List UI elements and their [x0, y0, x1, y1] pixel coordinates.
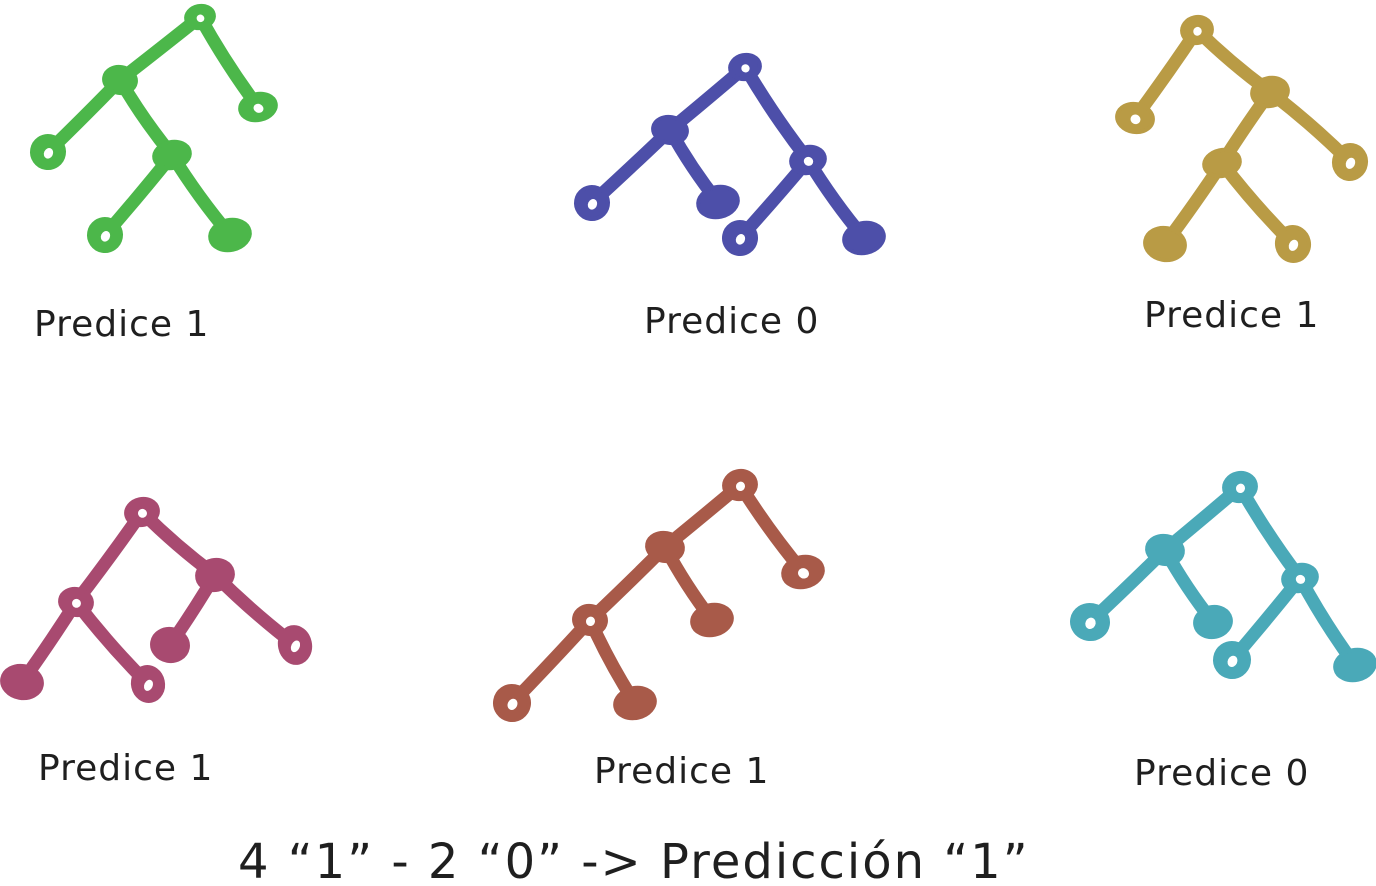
- tree-2-node: [574, 185, 610, 221]
- tree-2-node: [728, 52, 762, 82]
- tree-4-node: [150, 626, 190, 664]
- tree-5-node: [493, 684, 531, 722]
- tree-2-node: [651, 114, 689, 146]
- tree-1-nodes: [30, 3, 278, 253]
- tree-5-nodes: [493, 468, 825, 722]
- tree-6-node: [1145, 533, 1185, 567]
- tree-1: Predice 1: [30, 3, 278, 345]
- tree-5-node: [781, 554, 825, 590]
- tree-1-edge: [193, 10, 265, 114]
- tree-3-node: [1115, 101, 1155, 135]
- tree-6-edge: [1233, 480, 1307, 585]
- tree-3-node: [1143, 225, 1187, 263]
- tree-3-node: [1250, 75, 1290, 109]
- tree-6-node: [1193, 604, 1233, 640]
- tree-6: Predice 0: [1070, 470, 1376, 794]
- tree-1-edges: [41, 10, 265, 242]
- tree-1-node: [87, 217, 123, 253]
- tree-2-nodes: [574, 52, 886, 256]
- tree-3-node: [1202, 147, 1242, 179]
- tree-2-node: [842, 220, 886, 256]
- tree-2-prediction-label: Predice 0: [644, 301, 819, 342]
- tree-3-node: [1274, 225, 1312, 263]
- tree-6-node: [1281, 562, 1319, 594]
- tree-5-node: [572, 603, 608, 637]
- tree-2: Predice 0: [574, 52, 886, 342]
- tree-4-node: [58, 586, 94, 618]
- tree-1-node: [184, 3, 216, 31]
- tree-3: Predice 1: [1115, 14, 1369, 336]
- tree-5-node: [722, 468, 758, 502]
- tree-4-node: [0, 663, 44, 701]
- tree-1-node: [238, 91, 278, 123]
- tree-6-node: [1213, 641, 1251, 679]
- tree-3-node: [1180, 14, 1214, 46]
- tree-6-nodes: [1070, 470, 1376, 683]
- tree-3-node: [1331, 143, 1369, 181]
- tree-3-nodes: [1115, 14, 1369, 263]
- tree-2-node: [722, 220, 758, 256]
- tree-4-node: [130, 665, 166, 703]
- tree-5: Predice 1: [493, 468, 825, 792]
- tree-6-node: [1070, 602, 1110, 642]
- tree-2-edge: [738, 60, 815, 167]
- tree-4-node: [124, 496, 160, 528]
- tree-1-prediction-label: Predice 1: [34, 304, 209, 345]
- tree-4-edge: [69, 505, 149, 609]
- tree-1-node: [208, 217, 252, 253]
- tree-2-node: [696, 184, 740, 220]
- tree-2-node: [789, 144, 827, 176]
- tree-4-prediction-label: Predice 1: [38, 748, 213, 789]
- tree-1-node: [102, 64, 138, 96]
- tree-3-prediction-label: Predice 1: [1144, 295, 1319, 336]
- tree-5-node: [690, 602, 734, 638]
- tree-1-node: [30, 134, 66, 170]
- tree-5-edges: [505, 478, 810, 710]
- tree-3-edges: [1128, 23, 1357, 251]
- tree-4: Predice 1: [0, 496, 313, 789]
- tree-5-node: [613, 685, 657, 721]
- tree-6-prediction-label: Predice 0: [1134, 753, 1309, 794]
- tree-4-node: [277, 625, 313, 665]
- voting-summary: 4 “1” - 2 “0” -> Predicción “1”: [238, 834, 1030, 886]
- tree-5-node: [645, 530, 685, 564]
- tree-6-node: [1222, 470, 1258, 504]
- tree-4-node: [195, 557, 235, 593]
- tree-6-node: [1333, 647, 1376, 683]
- tree-5-prediction-label: Predice 1: [594, 751, 769, 792]
- tree-4-nodes: [0, 496, 313, 703]
- tree-1-node: [152, 139, 192, 171]
